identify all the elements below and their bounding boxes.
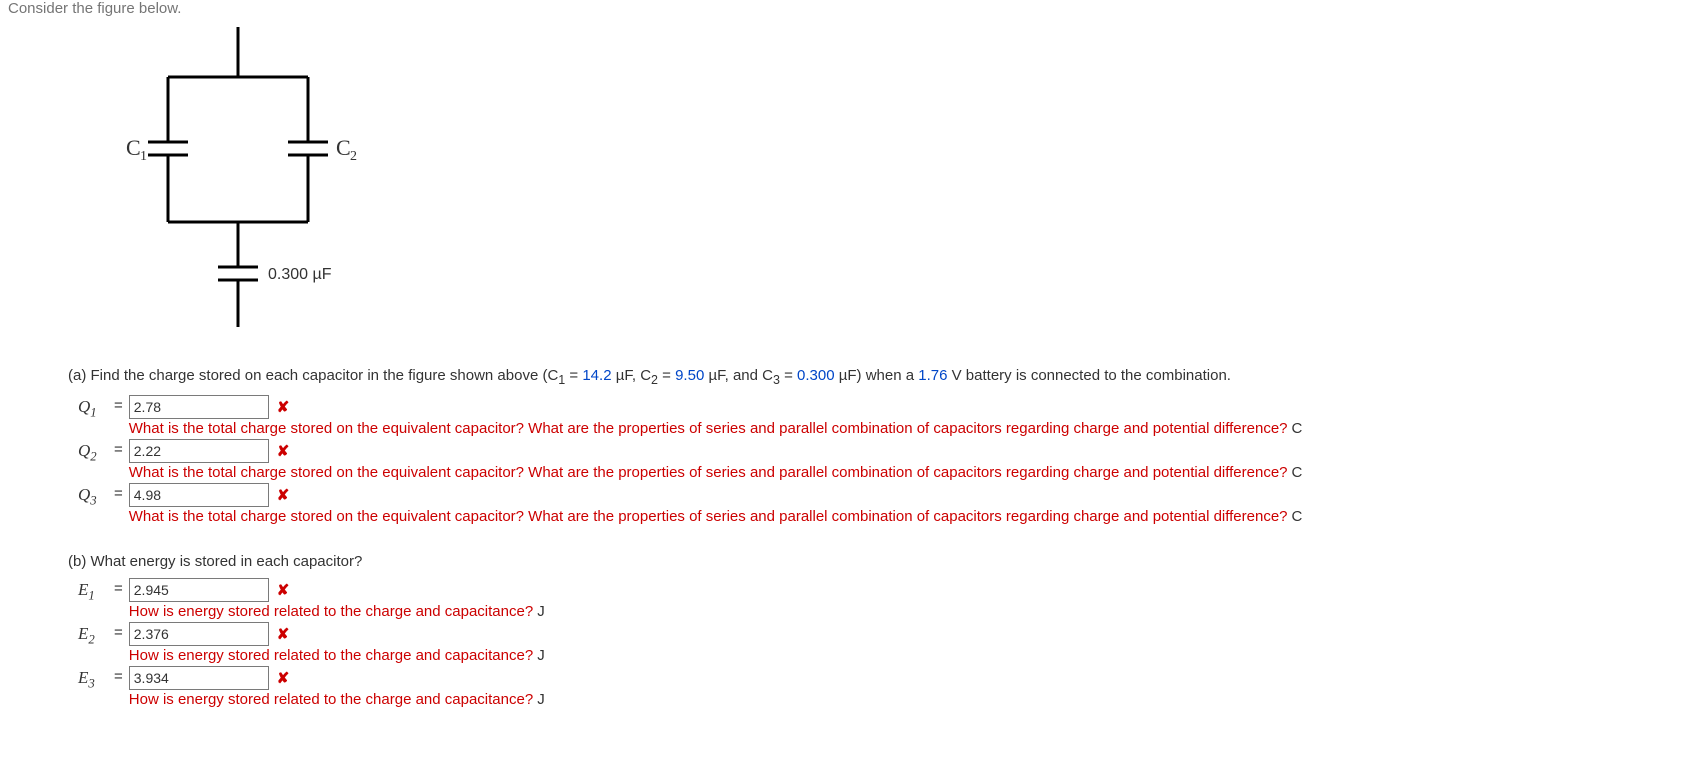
equals-sign: = xyxy=(114,666,129,685)
q3-row: Q3 = ✘ What is the total charge stored o… xyxy=(78,483,1690,525)
q1-input[interactable] xyxy=(129,395,269,419)
q2-feedback: What is the total charge stored on the e… xyxy=(129,464,1303,481)
part-b-question: (b) What energy is stored in each capaci… xyxy=(68,553,1690,570)
equals-sign: = xyxy=(114,483,129,502)
q2-label: Q2 xyxy=(78,439,114,464)
e2-row: E2 = ✘ How is energy stored related to t… xyxy=(78,622,1690,664)
e2-input[interactable] xyxy=(129,622,269,646)
q2-row: Q2 = ✘ What is the total charge stored o… xyxy=(78,439,1690,481)
e1-label: E1 xyxy=(78,578,114,603)
e1-row: E1 = ✘ How is energy stored related to t… xyxy=(78,578,1690,620)
incorrect-icon: ✘ xyxy=(277,625,290,643)
incorrect-icon: ✘ xyxy=(277,486,290,504)
equals-sign: = xyxy=(114,439,129,458)
q1-label: Q1 xyxy=(78,395,114,420)
q3-feedback: What is the total charge stored on the e… xyxy=(129,508,1303,525)
q1-row: Q1 = ✘ What is the total charge stored o… xyxy=(78,395,1690,437)
e3-input[interactable] xyxy=(129,666,269,690)
incorrect-icon: ✘ xyxy=(277,669,290,687)
incorrect-icon: ✘ xyxy=(277,398,290,416)
svg-text:1: 1 xyxy=(140,149,147,164)
svg-text:C: C xyxy=(336,135,351,160)
svg-text:0.300 µF: 0.300 µF xyxy=(268,266,332,283)
q3-input[interactable] xyxy=(129,483,269,507)
e2-feedback: How is energy stored related to the char… xyxy=(129,647,545,664)
q1-feedback: What is the total charge stored on the e… xyxy=(129,420,1303,437)
e3-row: E3 = ✘ How is energy stored related to t… xyxy=(78,666,1690,708)
e2-label: E2 xyxy=(78,622,114,647)
equals-sign: = xyxy=(114,395,129,414)
svg-text:C: C xyxy=(126,135,141,160)
q3-label: Q3 xyxy=(78,483,114,508)
equals-sign: = xyxy=(114,578,129,597)
part-a-question: (a) Find the charge stored on each capac… xyxy=(68,367,1690,387)
prompt-text: Consider the figure below. xyxy=(8,0,1690,17)
circuit-figure: C 1 C 2 0.300 µF xyxy=(88,27,1690,337)
e3-feedback: How is energy stored related to the char… xyxy=(129,691,545,708)
svg-text:2: 2 xyxy=(350,149,357,164)
incorrect-icon: ✘ xyxy=(277,442,290,460)
e1-input[interactable] xyxy=(129,578,269,602)
incorrect-icon: ✘ xyxy=(277,581,290,599)
e1-feedback: How is energy stored related to the char… xyxy=(129,603,545,620)
equals-sign: = xyxy=(114,622,129,641)
e3-label: E3 xyxy=(78,666,114,691)
q2-input[interactable] xyxy=(129,439,269,463)
